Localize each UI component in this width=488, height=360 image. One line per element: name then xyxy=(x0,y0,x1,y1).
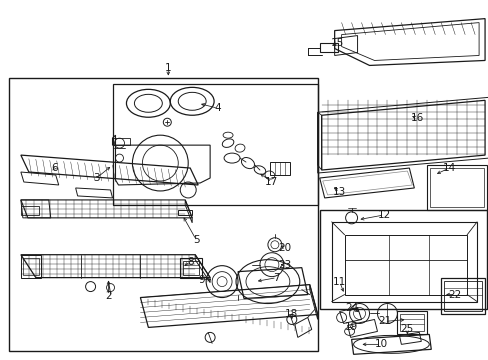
Bar xyxy=(443,280,481,311)
Text: 16: 16 xyxy=(410,113,423,123)
Bar xyxy=(400,315,424,332)
Bar xyxy=(397,311,427,334)
Text: 10: 10 xyxy=(374,339,387,349)
Bar xyxy=(180,258,202,278)
Text: 7: 7 xyxy=(273,273,280,283)
Bar xyxy=(440,278,484,315)
Text: 23: 23 xyxy=(278,260,291,270)
Text: 21: 21 xyxy=(377,316,390,327)
Text: 6: 6 xyxy=(51,163,58,173)
Text: 15: 15 xyxy=(330,37,344,48)
Text: 1: 1 xyxy=(164,63,171,73)
Bar xyxy=(183,261,199,275)
Text: 24: 24 xyxy=(344,302,358,312)
Text: 25: 25 xyxy=(400,324,413,334)
Text: 11: 11 xyxy=(332,276,346,287)
Text: 5: 5 xyxy=(192,235,199,245)
Text: 14: 14 xyxy=(442,163,455,173)
Bar xyxy=(21,206,39,215)
Bar xyxy=(429,168,483,207)
Bar xyxy=(319,210,486,310)
Bar xyxy=(23,258,39,275)
Bar xyxy=(9,78,317,351)
Text: 13: 13 xyxy=(332,187,346,197)
Bar xyxy=(112,84,317,205)
Text: 3: 3 xyxy=(93,173,100,183)
Text: 17: 17 xyxy=(264,177,278,187)
Text: 4: 4 xyxy=(214,103,221,113)
Text: 2: 2 xyxy=(105,291,112,301)
Text: 22: 22 xyxy=(447,289,461,300)
Text: 20: 20 xyxy=(278,243,291,253)
Text: 9: 9 xyxy=(199,275,205,285)
Bar xyxy=(427,165,486,210)
Text: 18: 18 xyxy=(285,310,298,319)
Text: 12: 12 xyxy=(377,210,390,220)
Text: 19: 19 xyxy=(344,323,358,332)
Text: 8: 8 xyxy=(186,257,193,267)
